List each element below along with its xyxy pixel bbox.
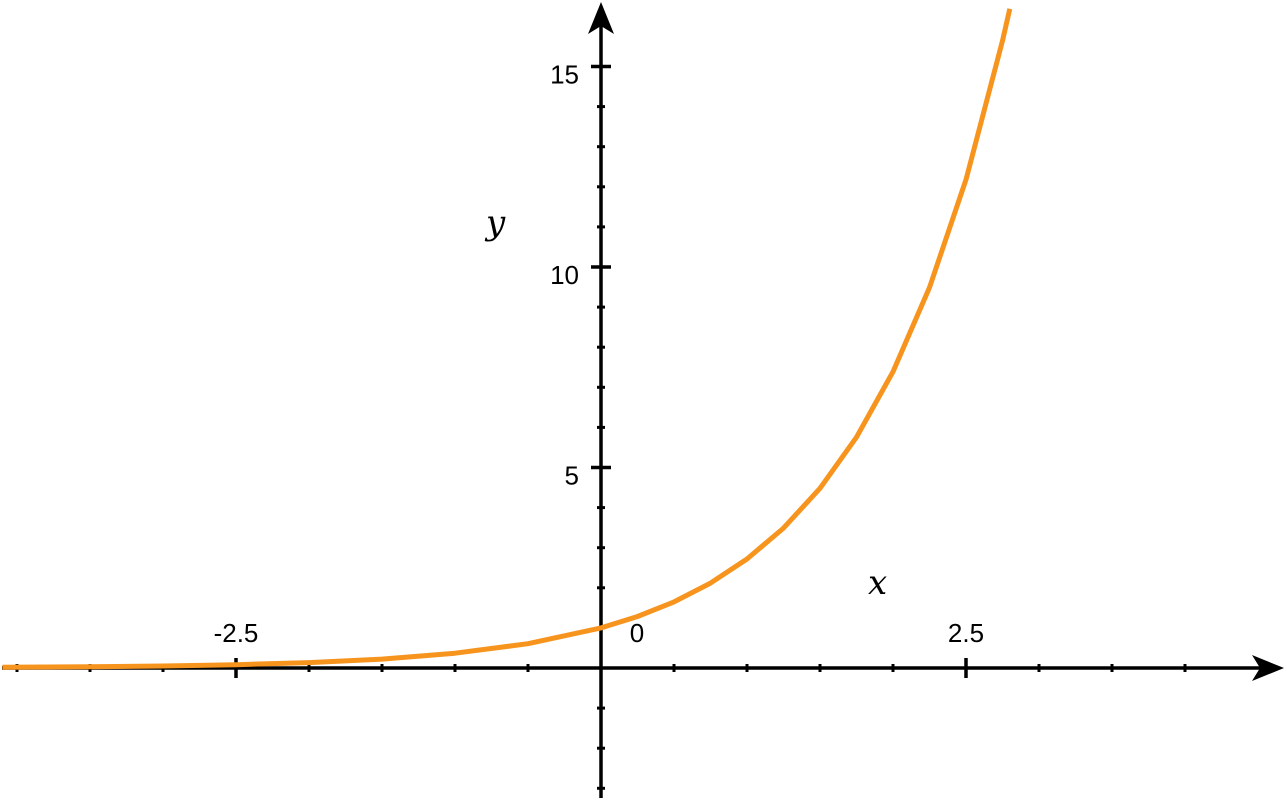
y-tick-label: 5 xyxy=(565,461,579,491)
series-layer xyxy=(2,8,1013,670)
y-tick-label: 15 xyxy=(550,60,579,90)
x-tick-label: 0 xyxy=(630,618,644,648)
x-axis-label: x xyxy=(868,563,887,603)
y-axis-arrowhead xyxy=(588,2,614,34)
y-tick-label: 10 xyxy=(550,260,579,290)
x-tick-labels: -2.5 0 2.5 xyxy=(214,618,984,648)
x-tick-label: -2.5 xyxy=(214,618,259,648)
series-line-0 xyxy=(2,8,1013,670)
y-axis-label: y xyxy=(484,203,506,243)
y-tick-labels: 5 10 15 xyxy=(550,60,579,491)
x-tick-label: 2.5 xyxy=(948,618,984,648)
x-axis-arrowhead xyxy=(1252,655,1284,681)
